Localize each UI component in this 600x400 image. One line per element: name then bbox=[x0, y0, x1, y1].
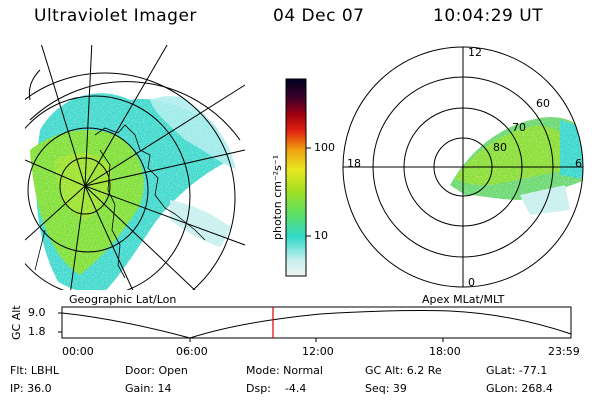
time-label: 10:04:29 UT bbox=[433, 6, 544, 26]
status-ip: IP: 36.0 bbox=[10, 382, 52, 395]
altitude-ytick-low: 1.8 bbox=[28, 325, 46, 338]
altitude-ytick-high: 9.0 bbox=[28, 306, 46, 319]
status-gain: Gain: 14 bbox=[125, 382, 172, 395]
status-glon: GLon: 268.4 bbox=[486, 382, 553, 395]
xtick-0000: 00:00 bbox=[62, 345, 94, 358]
status-seq: Seq: 39 bbox=[365, 382, 407, 395]
colorbar-gradient bbox=[285, 78, 307, 277]
status-mode: Mode: Normal bbox=[246, 364, 323, 377]
left-panel-label: Geographic Lat/Lon bbox=[69, 293, 177, 306]
colorbar-tick-10: 10 bbox=[314, 229, 328, 242]
mlt-label-12: 12 bbox=[468, 46, 482, 59]
mlt-label-0: 0 bbox=[468, 276, 475, 289]
mlat-label-80: 80 bbox=[493, 141, 507, 154]
colorbar-tick-100: 100 bbox=[314, 141, 335, 154]
xtick-1800: 18:00 bbox=[429, 345, 461, 358]
mlat-label-60: 60 bbox=[536, 97, 550, 110]
status-glat: GLat: -77.1 bbox=[486, 364, 548, 377]
coastline bbox=[34, 124, 206, 279]
xtick-0600: 06:00 bbox=[176, 345, 208, 358]
altitude-curve bbox=[61, 310, 572, 339]
status-dsp: Dsp: -4.4 bbox=[246, 382, 307, 395]
altitude-ylabel: GC Alt bbox=[10, 305, 23, 340]
mlat-label-70: 70 bbox=[512, 121, 526, 134]
mlt-label-18: 18 bbox=[347, 157, 361, 170]
instrument-title: Ultraviolet Imager bbox=[34, 6, 197, 26]
xtick-1200: 12:00 bbox=[302, 345, 334, 358]
status-gc-alt: GC Alt: 6.2 Re bbox=[365, 364, 442, 377]
xtick-2359: 23:59 bbox=[548, 345, 580, 358]
status-door: Door: Open bbox=[125, 364, 188, 377]
mlt-label-6: 6 bbox=[575, 157, 582, 170]
right-panel-label: Apex MLat/MLT bbox=[422, 293, 505, 306]
status-filter: Flt: LBHL bbox=[10, 364, 59, 377]
date-label: 04 Dec 07 bbox=[273, 6, 365, 26]
